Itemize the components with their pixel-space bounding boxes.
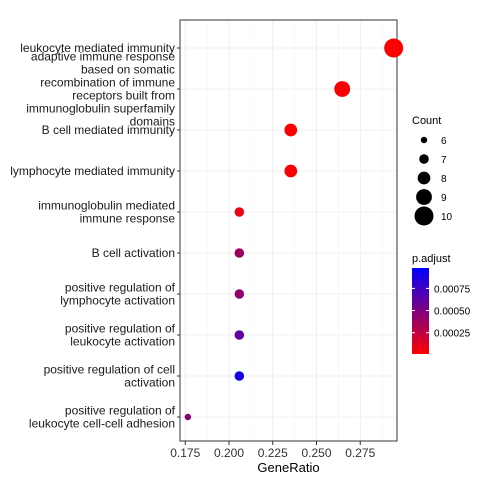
y-tick-label-line: lymphocyte activation [60, 294, 175, 308]
p-adjust-legend: p.adjust 0.00025 0.00050 0.00075 [412, 253, 471, 354]
count-legend-key [414, 206, 434, 226]
y-tick-label-line: recombination of immune [40, 76, 175, 90]
y-tick-label: positive regulation of leukocyte cell-cel… [29, 404, 176, 431]
y-tick-label-line: B cell activation [92, 246, 175, 260]
grid-lines [180, 20, 397, 441]
x-tick-label: 0.250 [301, 446, 331, 460]
y-tick-label-line: positive regulation of [65, 404, 176, 418]
data-points [184, 38, 404, 421]
data-point [234, 289, 245, 299]
x-tick-label: 0.200 [214, 446, 244, 460]
count-legend-key [416, 189, 432, 205]
y-tick-label: lymphocyte mediated immunity [10, 164, 175, 178]
x-tick-label: 0.275 [345, 446, 375, 460]
y-tick-label-line: lymphocyte mediated immunity [10, 164, 175, 178]
data-point [234, 371, 245, 381]
p-adjust-colorbar [412, 268, 429, 354]
y-tick-label-line: based on somatic [81, 63, 175, 77]
y-tick-label-line: leukocyte cell-cell adhesion [29, 417, 175, 431]
y-tick-label: positive regulation of leukocyte activati… [65, 322, 176, 349]
count-legend-key [417, 171, 431, 185]
data-point [384, 38, 404, 58]
x-tick-label: 0.175 [170, 446, 200, 460]
y-tick-label-line: positive regulation of [65, 281, 176, 295]
x-axis: 0.175 0.200 0.225 0.250 0.275 [170, 441, 376, 460]
data-point [284, 164, 298, 178]
data-point [284, 123, 298, 137]
y-tick-label-line: leukocyte mediated immunity [20, 41, 175, 55]
data-point [334, 81, 351, 97]
count-legend-key [420, 136, 428, 144]
y-tick-label-line: immune response [80, 212, 176, 226]
y-tick-label-line: leukocyte activation [70, 335, 175, 349]
y-tick-label: B cell activation [92, 246, 175, 260]
p-adjust-legend-title: p.adjust [412, 253, 451, 265]
y-tick-label: immunoglobulin mediated immune response [38, 199, 175, 226]
y-tick-label: positive regulation of cell activation [44, 363, 175, 390]
data-point [184, 413, 192, 421]
y-tick-label-line: B cell mediated immunity [42, 123, 175, 137]
count-legend-key [419, 154, 429, 164]
data-point [234, 207, 245, 217]
count-legend-label: 9 [441, 193, 447, 204]
plot-panel-border [179, 19, 398, 442]
count-legend-label: 8 [441, 174, 447, 185]
count-legend-label: 6 [441, 136, 447, 147]
count-legend-title: Count [412, 115, 441, 127]
y-tick-label: leukocyte mediated immunity [20, 41, 175, 55]
y-tick-label: positive regulation of lymphocyte activat… [60, 281, 175, 308]
data-point [234, 248, 245, 258]
count-legend-label: 7 [441, 155, 447, 166]
y-tick-label-line: domains [130, 115, 175, 129]
y-tick-label-line: receptors built from [72, 89, 175, 103]
count-legend-label: 10 [441, 212, 453, 223]
y-tick-label-line: immunoglobulin mediated [38, 199, 175, 213]
colorbar-tick-label: 0.00050 [434, 307, 471, 318]
y-tick-label: adaptive immune response based on somatic… [26, 50, 175, 129]
x-tick-label: 0.225 [258, 446, 288, 460]
x-axis-title: GeneRatio [257, 460, 319, 475]
y-tick-label: B cell mediated immunity [42, 123, 175, 137]
y-tick-label-line: immunoglobulin superfamily [26, 102, 175, 116]
colorbar-tick-label: 0.00075 [434, 284, 471, 295]
data-point [234, 330, 245, 340]
colorbar-tick-label: 0.00025 [434, 329, 471, 340]
y-tick-label-line: activation [124, 376, 175, 390]
y-tick-label-line: positive regulation of cell [44, 363, 175, 377]
y-tick-label-line: positive regulation of [65, 322, 176, 336]
y-tick-label-line: adaptive immune response [31, 50, 175, 64]
